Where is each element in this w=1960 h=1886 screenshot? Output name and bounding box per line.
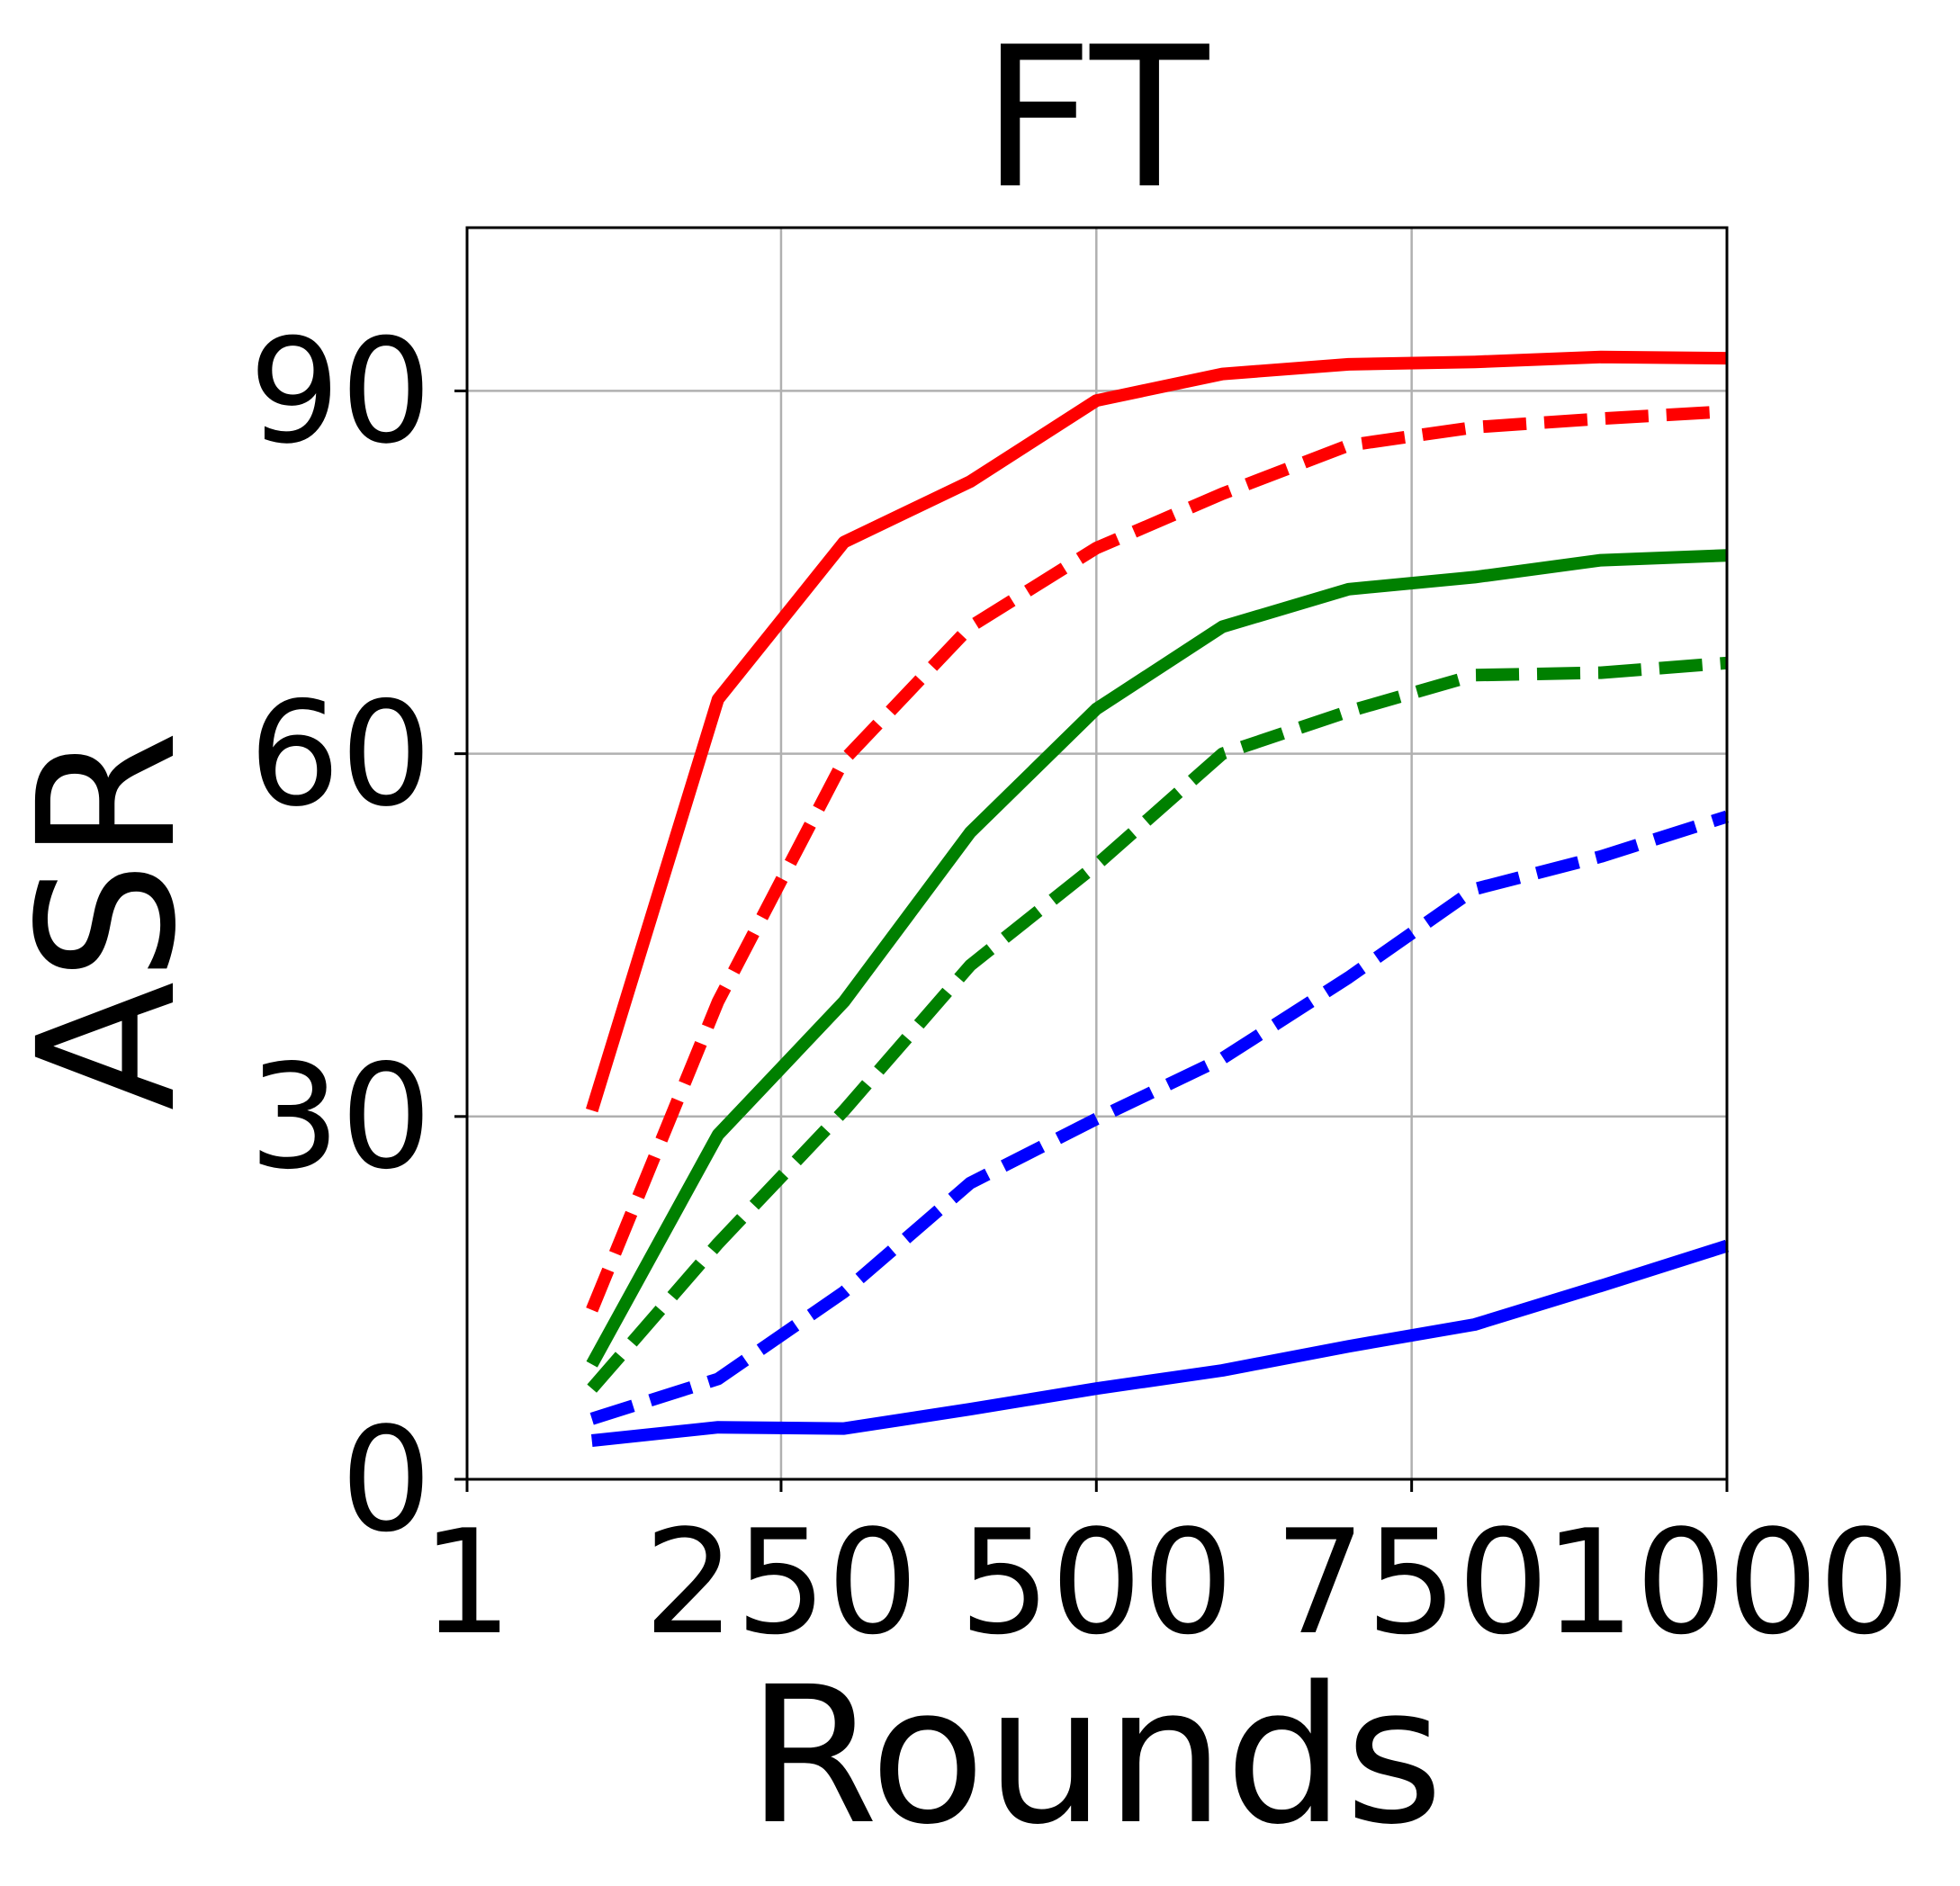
series-line-3 (586, 549, 1728, 1368)
series-line-2 (586, 405, 1728, 1313)
x-axis-label: Rounds (747, 1646, 1443, 1866)
series-line-6 (590, 1239, 1730, 1447)
y-tick-label: 60 (248, 670, 432, 839)
y-tick-label: 0 (340, 1396, 432, 1564)
y-tick-label: 90 (248, 307, 432, 475)
series-lines (586, 350, 1730, 1447)
chart-title: FT (982, 5, 1209, 231)
x-tick-label: 1 (421, 1498, 513, 1666)
series-line-4 (587, 656, 1728, 1393)
series-line-1 (586, 350, 1728, 1113)
y-tick-label: 30 (248, 1033, 432, 1201)
x-tick-label: 1000 (1543, 1498, 1910, 1666)
x-tick-label: 250 (643, 1498, 918, 1666)
y-axis-label: ASR (0, 731, 218, 1111)
series-line-5 (589, 810, 1730, 1425)
x-tick-label: 750 (1274, 1498, 1549, 1666)
x-tick-label: 500 (959, 1498, 1234, 1666)
